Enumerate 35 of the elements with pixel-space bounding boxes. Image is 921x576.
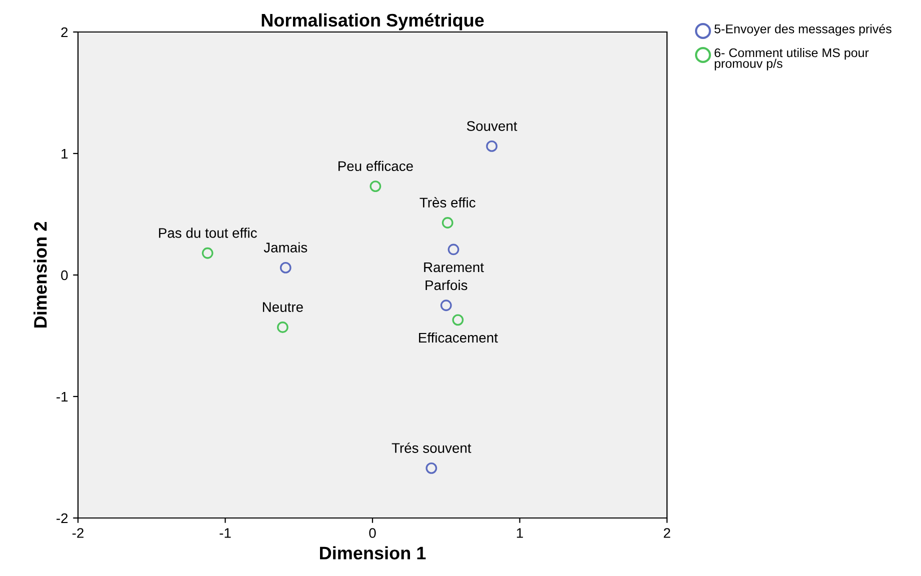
point	[370, 180, 382, 192]
point	[276, 322, 288, 333]
data-label: Peu efficace	[338, 160, 413, 172]
point	[280, 262, 292, 274]
data-label: Souvent	[466, 121, 518, 131]
y-tick-label: 2	[61, 27, 68, 38]
point	[448, 244, 460, 256]
legend-label: 6- Comment utilise MS pour promouv p/s	[714, 48, 869, 70]
data-label: Pas du tout effic	[159, 228, 257, 238]
point	[202, 247, 214, 259]
x-tick-label: 1	[516, 528, 523, 538]
y-tick-label: -2	[56, 513, 68, 524]
data-label: Trés souvent	[392, 442, 472, 453]
point	[442, 217, 454, 228]
x-tick-label: 2	[664, 528, 670, 538]
x-tick-label: -2	[72, 528, 84, 538]
y-axis-title: Dimension 2	[34, 222, 47, 328]
x-tick-label: -1	[220, 528, 231, 538]
y-tick-label: 0	[61, 270, 68, 280]
data-label: Très effic	[420, 197, 476, 208]
x-tick-label: 0	[369, 528, 376, 538]
data-label: Efficacement	[419, 332, 498, 343]
data-label: Neutre	[262, 302, 303, 312]
data-label: Rarement	[424, 262, 484, 272]
data-label: Jamais	[264, 242, 308, 252]
data-label: Parfois	[426, 280, 468, 290]
point	[440, 300, 452, 312]
y-tick-label: -1	[56, 392, 68, 402]
legend-label: 5-Envoyer des messages privés	[714, 24, 892, 36]
y-tick-label: 1	[62, 148, 68, 159]
point	[452, 314, 464, 326]
point	[426, 462, 438, 474]
point	[486, 140, 498, 152]
chart-title: Normalisation Symétrique	[262, 13, 484, 30]
x-axis-title: Dimension 1	[320, 546, 426, 560]
